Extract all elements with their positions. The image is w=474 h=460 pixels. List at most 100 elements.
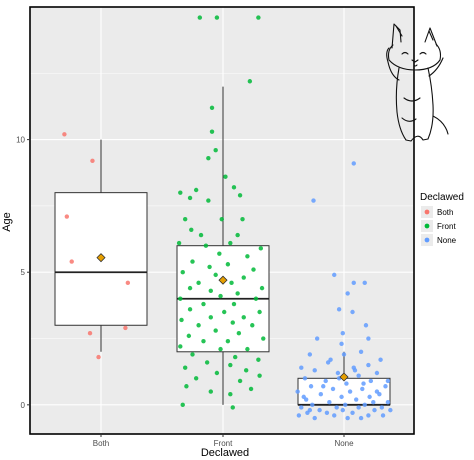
data-point (64, 214, 70, 219)
data-point (362, 402, 367, 408)
data-point (351, 280, 356, 286)
legend-label-front: Front (437, 222, 456, 231)
data-point (257, 309, 262, 315)
data-point (190, 259, 195, 264)
data-point (213, 148, 218, 153)
data-point (225, 338, 231, 344)
data-point (296, 413, 302, 418)
data-point (332, 413, 337, 418)
data-point (363, 323, 369, 328)
data-point (310, 402, 315, 408)
data-point (312, 368, 317, 373)
data-point (366, 413, 371, 418)
data-point (243, 368, 249, 373)
data-point (295, 389, 300, 394)
data-point (362, 280, 367, 286)
data-point (247, 79, 253, 84)
data-point (87, 331, 93, 336)
data-point (378, 357, 383, 362)
data-point (256, 357, 261, 362)
data-point (196, 280, 201, 286)
data-point (318, 392, 324, 397)
data-point (219, 216, 224, 222)
data-point (237, 193, 243, 198)
data-point (371, 399, 376, 405)
data-point (347, 389, 353, 394)
points-layer (29, 6, 415, 435)
data-point (209, 105, 215, 110)
data-point (388, 407, 393, 413)
data-point (356, 373, 361, 378)
data-point (350, 309, 355, 315)
legend-key-front (424, 223, 430, 229)
legend-label-none: None (437, 236, 457, 245)
data-point (201, 338, 206, 344)
data-point (352, 368, 358, 373)
data-point (259, 285, 265, 291)
x-tick-label: None (334, 439, 354, 448)
cat-illustration (386, 23, 449, 142)
data-point (245, 346, 250, 352)
data-point (367, 394, 372, 400)
panel-border (29, 6, 415, 435)
data-point (201, 301, 206, 307)
data-point (186, 333, 192, 339)
data-point (208, 288, 213, 293)
data-point (361, 381, 366, 386)
data-point (189, 227, 194, 232)
data-point (180, 270, 185, 275)
mean-marker-both (96, 253, 106, 263)
data-point (253, 296, 259, 301)
data-point (328, 357, 333, 362)
data-point (330, 386, 336, 392)
data-point (203, 243, 209, 248)
data-point (343, 402, 348, 408)
data-point (385, 378, 391, 384)
data-point (354, 397, 359, 402)
data-point (308, 384, 314, 389)
data-point (372, 407, 377, 413)
data-point (256, 15, 261, 20)
data-point (90, 158, 95, 164)
points-both (62, 132, 131, 360)
data-point (383, 384, 388, 389)
data-point (180, 402, 185, 408)
data-point (197, 15, 203, 20)
data-point (345, 291, 350, 296)
data-point (69, 259, 74, 264)
data-point (179, 317, 184, 323)
data-point (125, 280, 131, 286)
data-point (380, 413, 386, 418)
data-point (187, 285, 193, 291)
data-point (336, 307, 342, 312)
data-point (307, 407, 313, 413)
data-point (208, 315, 213, 320)
data-point (235, 232, 240, 238)
data-point (184, 384, 189, 389)
data-point (218, 346, 223, 352)
data-point (248, 386, 254, 392)
data-point (196, 323, 201, 328)
data-point (334, 405, 339, 410)
data-point (299, 405, 304, 410)
data-point (258, 246, 264, 251)
data-point (206, 198, 211, 203)
data-point (214, 370, 220, 376)
y-tick-label: 10 (16, 136, 25, 145)
data-point (314, 336, 320, 341)
data-point (228, 362, 233, 368)
data-point (214, 15, 220, 20)
data-point (307, 352, 313, 357)
data-point (335, 370, 341, 376)
data-point (241, 275, 246, 280)
legend-title: Declawed (420, 192, 464, 203)
data-point (299, 365, 304, 370)
data-point (332, 272, 337, 278)
points-none (295, 161, 393, 421)
data-point (178, 344, 183, 349)
data-point (218, 293, 223, 299)
data-point (261, 336, 266, 341)
data-point (182, 365, 188, 370)
data-point (340, 407, 345, 413)
